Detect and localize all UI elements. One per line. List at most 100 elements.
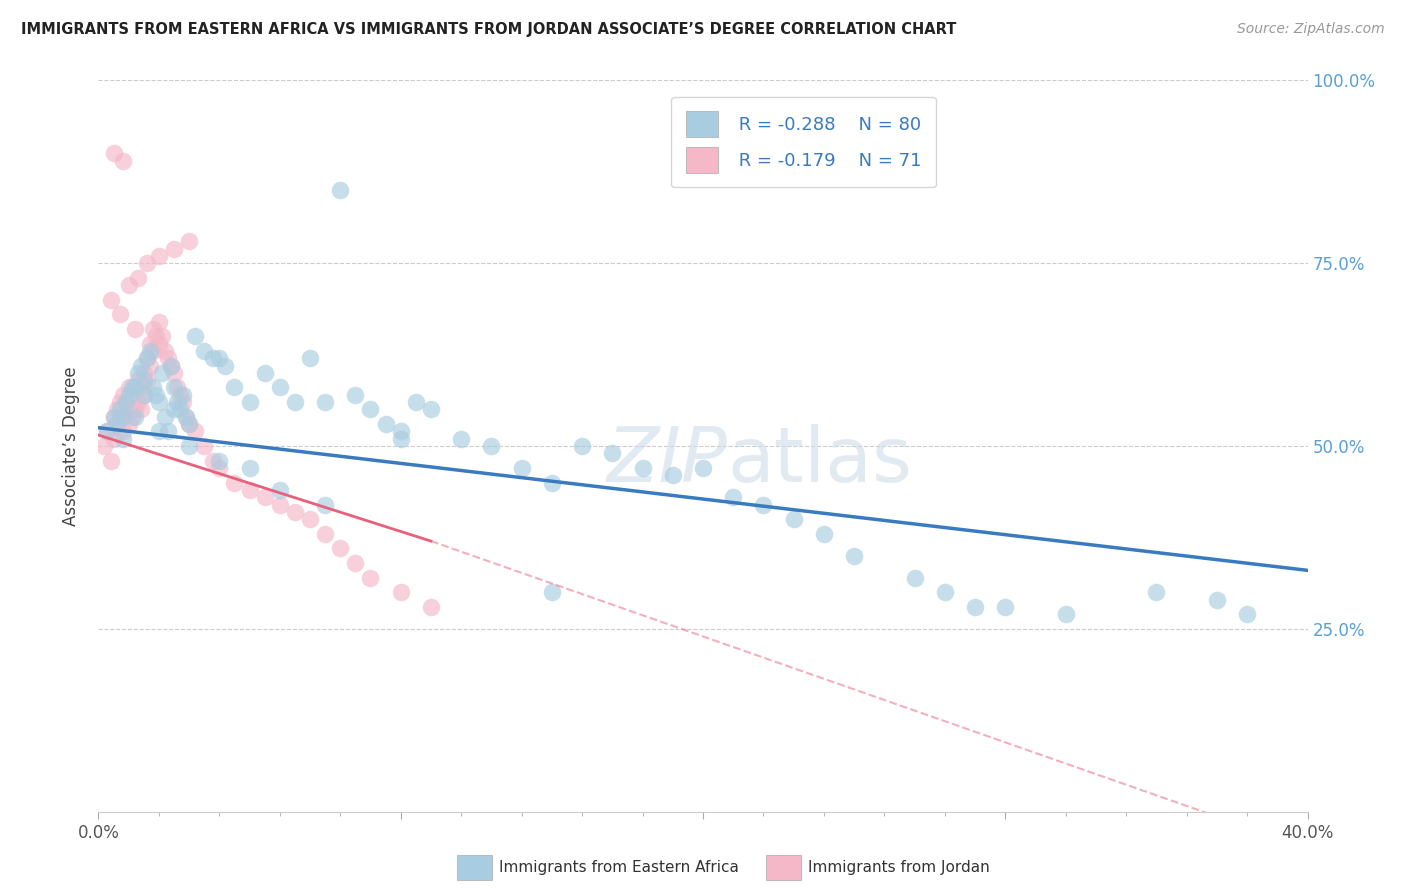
- Point: [148, 395, 170, 409]
- Point: [96, 425, 118, 439]
- Point: [179, 417, 201, 431]
- Point: [118, 278, 141, 293]
- Point: [105, 417, 128, 431]
- Point: [153, 343, 176, 358]
- Point: [142, 343, 165, 358]
- Point: [269, 483, 291, 497]
- Point: [344, 388, 367, 402]
- Point: [169, 402, 191, 417]
- Point: [148, 249, 170, 263]
- Point: [994, 599, 1017, 614]
- Text: Immigrants from Jordan: Immigrants from Jordan: [808, 861, 990, 875]
- Point: [208, 453, 231, 467]
- Point: [214, 359, 236, 373]
- Point: [1054, 607, 1077, 622]
- Point: [124, 380, 146, 394]
- Point: [783, 512, 806, 526]
- Point: [103, 409, 125, 424]
- Point: [156, 351, 179, 366]
- Legend:  R = -0.288    N = 80,  R = -0.179    N = 71: R = -0.288 N = 80, R = -0.179 N = 71: [672, 96, 936, 187]
- Point: [124, 322, 146, 336]
- Point: [813, 526, 835, 541]
- Point: [132, 388, 155, 402]
- Text: Immigrants from Eastern Africa: Immigrants from Eastern Africa: [499, 861, 740, 875]
- Point: [135, 351, 157, 366]
- Point: [121, 388, 143, 402]
- Point: [193, 439, 215, 453]
- Point: [269, 380, 291, 394]
- Point: [139, 359, 162, 373]
- Point: [103, 409, 125, 424]
- Point: [344, 556, 367, 570]
- Point: [239, 395, 262, 409]
- Point: [269, 498, 291, 512]
- Point: [208, 461, 231, 475]
- Point: [111, 388, 134, 402]
- Point: [153, 409, 176, 424]
- Point: [389, 585, 412, 599]
- Point: [374, 417, 396, 431]
- Point: [360, 402, 382, 417]
- Point: [934, 585, 956, 599]
- Point: [602, 446, 624, 460]
- Point: [450, 432, 472, 446]
- Point: [127, 366, 149, 380]
- Point: [314, 526, 336, 541]
- Point: [510, 461, 533, 475]
- Point: [224, 475, 246, 490]
- Point: [132, 388, 155, 402]
- Point: [174, 409, 197, 424]
- Point: [179, 417, 201, 431]
- Point: [111, 432, 134, 446]
- Point: [160, 359, 183, 373]
- Point: [631, 461, 654, 475]
- Point: [179, 234, 201, 248]
- Point: [148, 336, 170, 351]
- Point: [253, 490, 276, 504]
- Point: [163, 380, 186, 394]
- Point: [105, 417, 128, 431]
- Point: [124, 380, 146, 394]
- Point: [299, 351, 322, 366]
- Point: [405, 395, 427, 409]
- Point: [284, 505, 307, 519]
- Point: [723, 490, 745, 504]
- Point: [118, 417, 141, 431]
- Point: [184, 329, 207, 343]
- Point: [108, 409, 131, 424]
- Point: [103, 146, 125, 161]
- Point: [193, 343, 215, 358]
- Point: [844, 549, 866, 563]
- Text: IMMIGRANTS FROM EASTERN AFRICA VS IMMIGRANTS FROM JORDAN ASSOCIATE’S DEGREE CORR: IMMIGRANTS FROM EASTERN AFRICA VS IMMIGR…: [21, 22, 956, 37]
- Point: [239, 461, 262, 475]
- Point: [135, 351, 157, 366]
- Point: [239, 483, 262, 497]
- Point: [224, 380, 246, 394]
- Point: [127, 270, 149, 285]
- Point: [150, 329, 173, 343]
- Point: [156, 425, 179, 439]
- Point: [129, 380, 152, 394]
- Point: [1206, 592, 1229, 607]
- Point: [314, 498, 336, 512]
- Point: [163, 402, 186, 417]
- Point: [96, 425, 118, 439]
- Point: [100, 293, 122, 307]
- Point: [135, 256, 157, 270]
- Point: [148, 425, 170, 439]
- Point: [108, 307, 131, 321]
- Point: [184, 425, 207, 439]
- Point: [148, 315, 170, 329]
- Point: [142, 322, 165, 336]
- Point: [299, 512, 322, 526]
- Point: [121, 409, 143, 424]
- Point: [389, 432, 412, 446]
- Point: [139, 336, 162, 351]
- Point: [124, 402, 146, 417]
- Point: [284, 395, 307, 409]
- Point: [150, 366, 173, 380]
- Point: [135, 373, 157, 387]
- Point: [965, 599, 987, 614]
- Text: ZIP: ZIP: [606, 424, 727, 498]
- Point: [208, 351, 231, 366]
